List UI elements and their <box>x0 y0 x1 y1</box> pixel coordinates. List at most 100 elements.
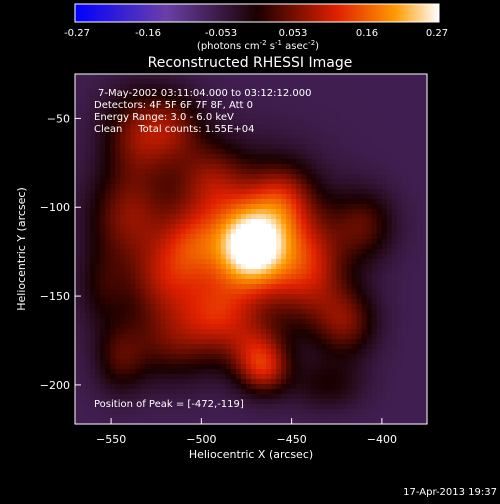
heatmap-cell <box>276 129 282 135</box>
heatmap-cell <box>180 259 187 265</box>
heatmap-cell <box>105 349 111 355</box>
heatmap-cell <box>326 289 333 295</box>
heatmap-cell <box>406 324 413 330</box>
heatmap-cell <box>286 289 292 295</box>
heatmap-cell <box>140 89 146 95</box>
heatmap-cell <box>336 294 343 300</box>
heatmap-cell <box>326 294 333 300</box>
heatmap-cell <box>110 89 116 95</box>
heatmap-cell <box>105 74 111 80</box>
heatmap-cell <box>256 344 262 350</box>
heatmap-cell <box>316 374 322 380</box>
heatmap-cell <box>220 309 227 315</box>
heatmap-cell <box>331 354 338 360</box>
heatmap-cell <box>135 229 141 235</box>
heatmap-cell <box>366 299 373 305</box>
x-tick-label: −450 <box>277 433 307 446</box>
heatmap-cell <box>281 84 287 90</box>
heatmap-cell <box>321 329 328 335</box>
heatmap-cell <box>80 349 86 355</box>
heatmap-cell <box>235 374 242 380</box>
heatmap-cell <box>75 254 81 260</box>
heatmap-cell <box>85 169 91 175</box>
heatmap-cell <box>341 209 348 215</box>
heatmap-cell <box>416 389 423 395</box>
heatmap-cell <box>105 139 111 145</box>
heatmap-cell <box>75 369 81 375</box>
heatmap-cell <box>411 159 418 165</box>
heatmap-cell <box>251 279 257 285</box>
heatmap-cell <box>225 389 232 395</box>
heatmap-cell <box>336 104 343 110</box>
heatmap-cell <box>346 129 353 135</box>
heatmap-cell <box>291 374 297 380</box>
heatmap-cell <box>401 309 408 315</box>
heatmap-cell <box>341 184 348 190</box>
heatmap-cell <box>140 119 146 125</box>
heatmap-cell <box>406 144 413 150</box>
heatmap-cell <box>381 239 388 245</box>
heatmap-cell <box>75 279 81 285</box>
heatmap-cell <box>301 254 307 260</box>
heatmap-cell <box>386 164 393 170</box>
heatmap-cell <box>190 219 197 225</box>
heatmap-cell <box>391 114 398 120</box>
heatmap-cell <box>421 344 428 350</box>
heatmap-cell <box>341 254 348 260</box>
heatmap-cell <box>396 114 403 120</box>
heatmap-cell <box>110 164 116 170</box>
heatmap-cell <box>281 314 287 320</box>
heatmap-cell <box>406 249 413 255</box>
heatmap-cell <box>100 224 106 230</box>
y-tick-label: −100 <box>40 201 70 214</box>
heatmap-cell <box>245 139 252 145</box>
heatmap-cell <box>185 279 192 285</box>
heatmap-cell <box>215 394 222 400</box>
heatmap-cell <box>105 209 111 215</box>
heatmap-cell <box>230 359 237 365</box>
heatmap-cell <box>125 414 131 420</box>
heatmap-cell <box>306 399 312 405</box>
heatmap-cell <box>145 174 152 180</box>
heatmap-cell <box>326 304 333 310</box>
heatmap-cell <box>125 254 131 260</box>
heatmap-cell <box>421 109 428 115</box>
heatmap-cell <box>391 239 398 245</box>
heatmap-cell <box>175 304 182 310</box>
heatmap-cell <box>291 209 297 215</box>
heatmap-cell <box>235 109 242 115</box>
heatmap-cell <box>100 399 106 405</box>
heatmap-cell <box>251 349 257 355</box>
heatmap-cell <box>296 74 302 80</box>
heatmap-cell <box>381 289 388 295</box>
heatmap-cell <box>80 314 86 320</box>
heatmap-cell <box>240 379 247 385</box>
heatmap-cell <box>105 419 111 425</box>
heatmap-cell <box>125 359 131 365</box>
heatmap-cell <box>200 214 207 220</box>
heatmap-cell <box>421 369 428 375</box>
heatmap-cell <box>195 374 202 380</box>
heatmap-cell <box>311 94 317 100</box>
heatmap-cell <box>266 109 272 115</box>
heatmap-cell <box>125 189 131 195</box>
heatmap-cell <box>361 349 368 355</box>
heatmap-cell <box>235 274 242 280</box>
heatmap-cell <box>381 109 388 115</box>
heatmap-cell <box>401 259 408 265</box>
heatmap-cell <box>210 194 217 200</box>
heatmap-cell <box>130 259 136 265</box>
heatmap-cell <box>85 119 91 125</box>
heatmap-cell <box>110 284 116 290</box>
heatmap-cell <box>235 394 242 400</box>
heatmap-cell <box>200 359 207 365</box>
heatmap-cell <box>386 334 393 340</box>
heatmap-cell <box>266 329 272 335</box>
heatmap-cell <box>150 154 157 160</box>
heatmap-cell <box>125 244 131 250</box>
heatmap-cell <box>180 254 187 260</box>
heatmap-cell <box>130 204 136 210</box>
heatmap-cell <box>261 299 267 305</box>
heatmap-cell <box>376 179 383 185</box>
heatmap-cell <box>195 94 202 100</box>
